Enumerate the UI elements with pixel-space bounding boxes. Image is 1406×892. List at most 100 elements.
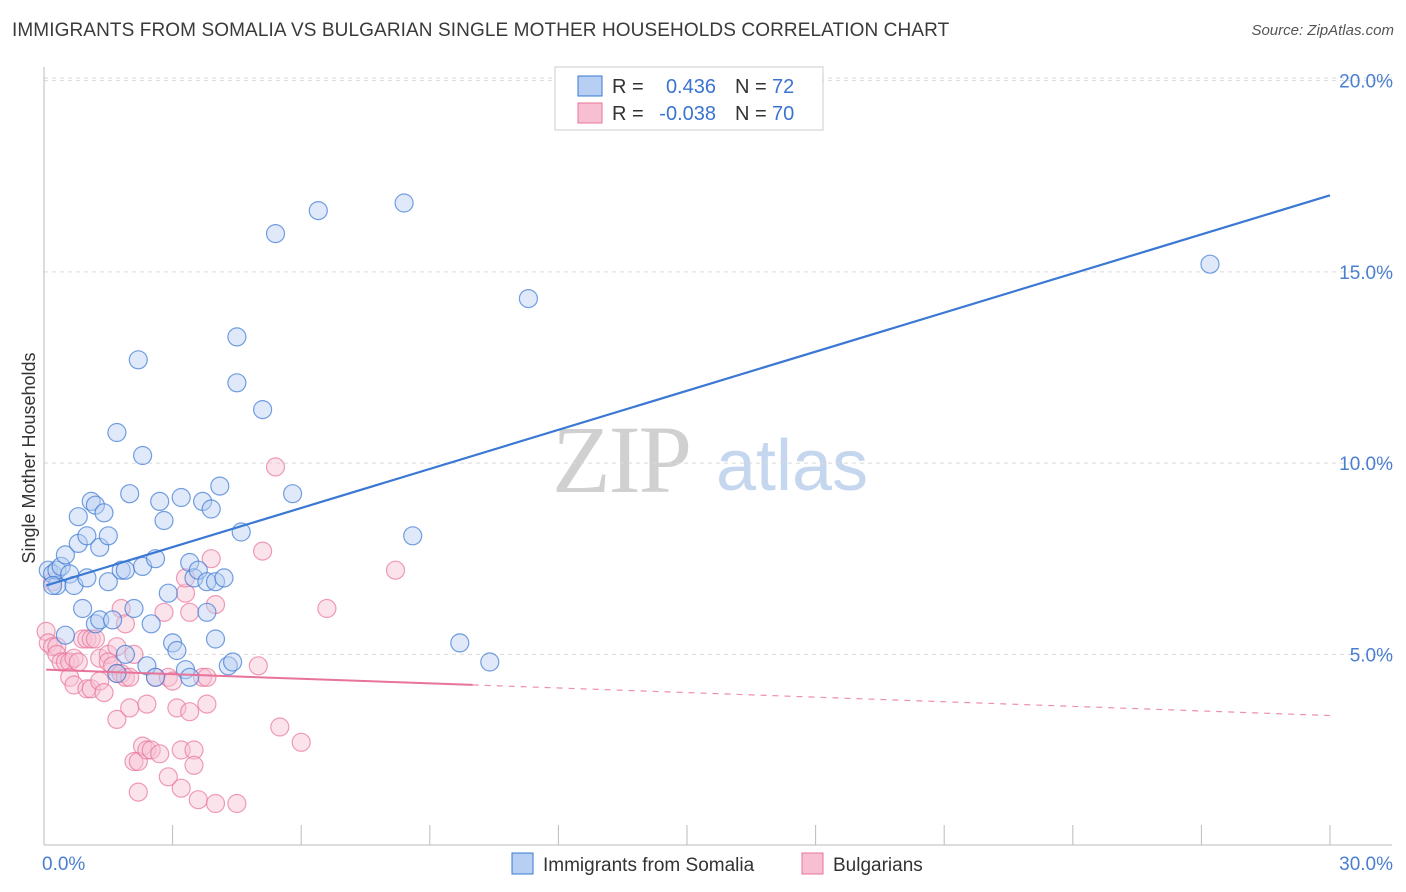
somalia-point-20 [98,526,118,546]
somalia-point-61 [253,400,273,420]
somalia-point-57 [223,652,243,672]
bulgarians-point-51 [175,583,196,603]
somalia-point-70 [1200,254,1220,274]
somalia-point-67 [450,633,470,653]
somalia-point-21 [98,572,118,592]
chart-title: IMMIGRANTS FROM SOMALIA VS BULGARIAN SIN… [12,20,950,41]
somalia-point-13 [77,526,97,546]
bulgarians-point-59 [197,667,217,687]
somalia-point-37 [150,491,170,511]
somalia-point-38 [154,510,174,531]
y-tick-label-15: 15.0% [1339,263,1393,284]
series-legend: Immigrants from Somalia Bulgarians [511,852,923,876]
somalia-point-34 [141,614,161,634]
bulgarians-point-43 [150,744,170,764]
somalia-point-62 [265,224,286,244]
bulgarians-point-45 [158,767,178,787]
legend-swatch-blue [577,75,603,97]
somalia-point-26 [115,644,136,665]
bulgarians-point-17 [81,629,101,649]
somalia-point-65 [394,193,414,213]
bulgarians-point-37 [128,782,148,802]
bulgarians-point-39 [137,740,157,760]
somalia-point-29 [124,598,144,619]
legend-r-value-1: -0.038 [659,103,716,125]
gridlines [44,77,1392,655]
somalia-point-53 [205,629,226,649]
legend-n-value-0: 72 [772,76,794,98]
chart-source: Source: ZipAtlas.com [1251,22,1394,39]
somalia-point-45 [180,667,200,687]
somalia-point-25 [111,560,131,580]
y-tick-label-10: 10.0% [1339,454,1393,475]
legend-r-label-1: R = [612,103,644,125]
bulgarians-point-44 [154,602,174,622]
bulgarians-point-55 [184,740,204,760]
bulgarians-point-18 [85,629,106,649]
bulgarians-point-56 [184,755,204,775]
somalia-point-6 [55,545,76,565]
somalia-point-69 [518,289,539,309]
legend-r-value-0: 0.436 [666,76,716,98]
bulgarians-point-61 [201,549,221,569]
legend-swatch-pink [577,102,603,124]
somalia-point-35 [145,667,166,687]
legend-n-value-1: 70 [772,103,794,125]
bulgarians-point-53 [180,702,200,722]
somalia-point-64 [308,201,328,221]
watermark: ZIP atlas [552,406,868,513]
bulgarians-point-26 [107,709,127,730]
somalia-point-30 [128,350,148,370]
somalia-point-51 [201,499,221,519]
bulgarians-point-40 [137,694,157,714]
bulgarians-point-68 [270,717,290,737]
bulgarians-point-21 [94,682,114,703]
bulgarians-point-60 [197,694,217,714]
bulgarians-point-54 [180,602,200,622]
bulgarians-point-33 [120,698,140,718]
bulgarians-trend-line-extension [472,684,1331,717]
legend-n-label-0: N = [735,76,767,98]
legend-r-label-0: R = [612,76,644,98]
somalia-point-54 [210,476,230,496]
bulgarians-point-57 [188,790,208,810]
trend-lines [45,194,1331,717]
somalia-point-42 [171,487,191,508]
somalia-point-5 [55,625,76,645]
bulgarians-point-62 [205,793,226,814]
somalia-trend-line [45,194,1331,587]
somalia-point-71 [42,575,63,596]
bulgarians-point-69 [291,732,311,752]
y-axis-title: Single Mother Households [19,352,39,563]
somalia-point-41 [167,640,187,661]
series-legend-label-bulgarians: Bulgarians [833,855,923,876]
somalia-point-63 [283,484,303,504]
somalia-point-23 [107,663,127,684]
axes [43,67,1392,846]
somalia-point-39 [158,583,178,603]
somalia-point-66 [403,526,423,546]
watermark-zip: ZIP [552,406,690,513]
somalia-point-11 [72,598,93,619]
bulgarians-point-71 [385,560,406,580]
bulgarians-point-12 [68,652,88,672]
somalia-point-24 [107,422,127,443]
series-somalia-points [38,193,1220,687]
series-legend-label-somalia: Immigrants from Somalia [543,855,755,876]
somalia-point-32 [133,445,153,466]
bulgarians-point-31 [115,614,136,634]
somalia-point-22 [102,610,123,630]
y-tick-label-20: 20.0% [1339,72,1393,93]
watermark-atlas: atlas [716,426,868,506]
bulgarians-point-50 [171,778,191,798]
somalia-point-68 [480,652,500,672]
somalia-point-19 [94,503,114,523]
y-tick-labels: 5.0% 10.0% 15.0% 20.0% [1339,72,1393,667]
bulgarians-point-70 [317,598,337,619]
bulgarians-point-67 [265,457,286,477]
somalia-point-50 [197,602,217,622]
somalia-point-55 [214,568,234,588]
x-tick-label-max: 30.0% [1339,854,1393,875]
somalia-point-28 [120,484,140,504]
